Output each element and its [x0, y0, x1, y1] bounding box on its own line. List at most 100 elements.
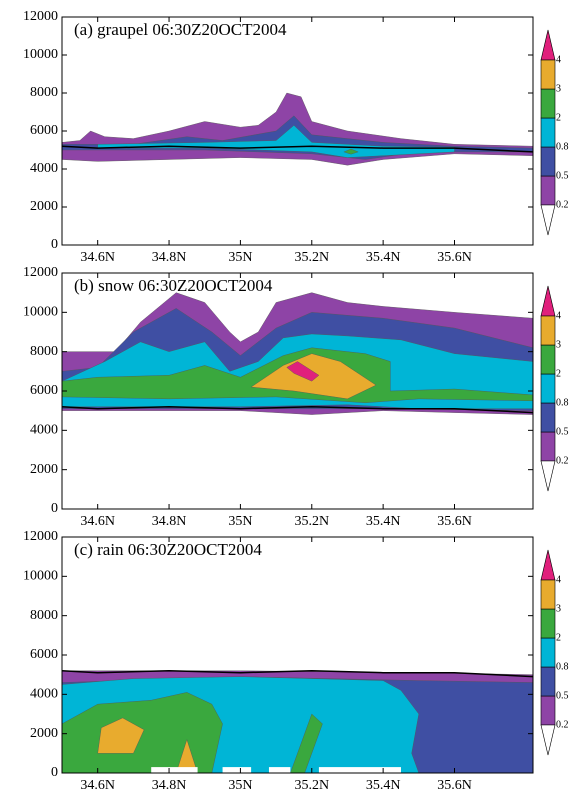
colorbar-segment [540, 344, 556, 375]
y-tick-label: 10000 [23, 305, 58, 320]
colorbar-label: 0.5 [556, 170, 569, 181]
x-tick-label: 35N [228, 514, 252, 529]
y-tick-label: 8000 [30, 85, 58, 100]
contour-region [286, 361, 320, 382]
colorbar-segment [540, 402, 556, 433]
y-tick-label: 8000 [30, 344, 58, 359]
contour-region [175, 738, 198, 773]
ground [268, 767, 291, 773]
colorbar-label: 0.2 [556, 455, 569, 466]
colorbar-label: 3 [556, 603, 561, 614]
colorbar-label: 0.5 [556, 426, 569, 437]
x-tick-label: 35N [228, 778, 252, 793]
y-tick-label: 0 [51, 237, 58, 252]
field [62, 292, 533, 415]
panel-title: (b) snow 06:30Z20OCT2004 [74, 276, 273, 295]
contour-region [343, 148, 359, 155]
y-tick-label: 4000 [30, 161, 58, 176]
colorbar-label: 0.5 [556, 690, 569, 701]
x-tick-label: 34.6N [80, 250, 115, 265]
y-tick-label: 10000 [23, 569, 58, 584]
colorbar-segment [540, 285, 556, 317]
y-tick-label: 2000 [30, 726, 58, 741]
ground [318, 767, 401, 773]
colorbar-label: 4 [556, 574, 561, 585]
y-tick-label: 4000 [30, 687, 58, 702]
y-tick-label: 12000 [23, 265, 58, 280]
freezing-level [62, 669, 533, 678]
field [62, 92, 533, 166]
colorbar-label: 0.2 [556, 199, 569, 210]
colorbar-segment [540, 88, 556, 119]
colorbar-segment [540, 549, 556, 581]
x-tick-label: 35.6N [437, 250, 472, 265]
colorbar-segment [540, 146, 556, 177]
colorbar-label: 0.8 [556, 141, 569, 152]
colorbar-segment [540, 460, 556, 492]
x-tick-label: 35.2N [294, 514, 329, 529]
colorbar-segment [540, 204, 556, 236]
colorbar-segment [540, 431, 556, 462]
x-tick-label: 35.2N [294, 250, 329, 265]
colorbar-segment [540, 373, 556, 404]
panel: 0 2000 4000 6000 8000 10000 12000 34.6N 34.8N 35N… [23, 265, 569, 529]
y-tick-label: 12000 [23, 9, 58, 24]
colorbar-segment [540, 637, 556, 668]
colorbar-segment [540, 29, 556, 61]
colorbar-label: 3 [556, 83, 561, 94]
colorbar-label: 2 [556, 112, 561, 123]
colorbar-label: 0.2 [556, 719, 569, 730]
x-tick-label: 34.8N [152, 250, 187, 265]
contour-region [290, 713, 323, 773]
y-tick-label: 6000 [30, 123, 58, 138]
y-tick-label: 12000 [23, 529, 58, 544]
x-tick-label: 35.6N [437, 778, 472, 793]
freezing-level [62, 145, 533, 153]
colorbar-segment [540, 59, 556, 90]
colorbar-segment [540, 608, 556, 639]
colorbar-segment [540, 695, 556, 726]
x-tick-label: 34.8N [152, 778, 187, 793]
y-tick-label: 8000 [30, 608, 58, 623]
y-tick-label: 6000 [30, 383, 58, 398]
contour-region [97, 125, 455, 158]
y-tick-label: 4000 [30, 423, 58, 438]
x-tick-label: 35.2N [294, 778, 329, 793]
colorbar-label: 2 [556, 632, 561, 643]
x-tick-label: 35.4N [366, 778, 401, 793]
x-tick-label: 35.4N [366, 514, 401, 529]
colorbar-segment [540, 315, 556, 346]
x-tick-label: 35N [228, 250, 252, 265]
x-tick-label: 35.6N [437, 514, 472, 529]
colorbar-label: 3 [556, 339, 561, 350]
y-tick-label: 10000 [23, 47, 58, 62]
colorbar-segment [540, 117, 556, 148]
y-tick-label: 2000 [30, 462, 58, 477]
colorbar-label: 0.8 [556, 661, 569, 672]
colorbar-label: 4 [556, 310, 561, 321]
panel: 0 2000 4000 6000 8000 10000 12000 34.6N 34.8N 35N… [23, 529, 569, 793]
x-tick-label: 34.6N [80, 778, 115, 793]
panel: 0 2000 4000 6000 8000 10000 12000 34.6N 34.8N 35N… [23, 9, 569, 265]
colorbar-label: 4 [556, 54, 561, 65]
panel-title: (a) graupel 06:30Z20OCT2004 [74, 20, 287, 39]
y-tick-label: 6000 [30, 647, 58, 662]
y-tick-label: 0 [51, 501, 58, 516]
colorbar-segment [540, 175, 556, 206]
y-tick-label: 2000 [30, 199, 58, 214]
colorbar-segment [540, 579, 556, 610]
colorbar-label: 0.8 [556, 397, 569, 408]
colorbar-segment [540, 724, 556, 756]
panel-title: (c) rain 06:30Z20OCT2004 [74, 540, 262, 559]
contour-region [97, 717, 145, 754]
freezing-level [62, 405, 533, 414]
x-tick-label: 35.4N [366, 250, 401, 265]
x-tick-label: 34.8N [152, 514, 187, 529]
ground [222, 767, 252, 773]
field [62, 669, 533, 773]
colorbar-label: 2 [556, 368, 561, 379]
colorbar-segment [540, 666, 556, 697]
x-tick-label: 34.6N [80, 514, 115, 529]
ground [151, 767, 198, 773]
